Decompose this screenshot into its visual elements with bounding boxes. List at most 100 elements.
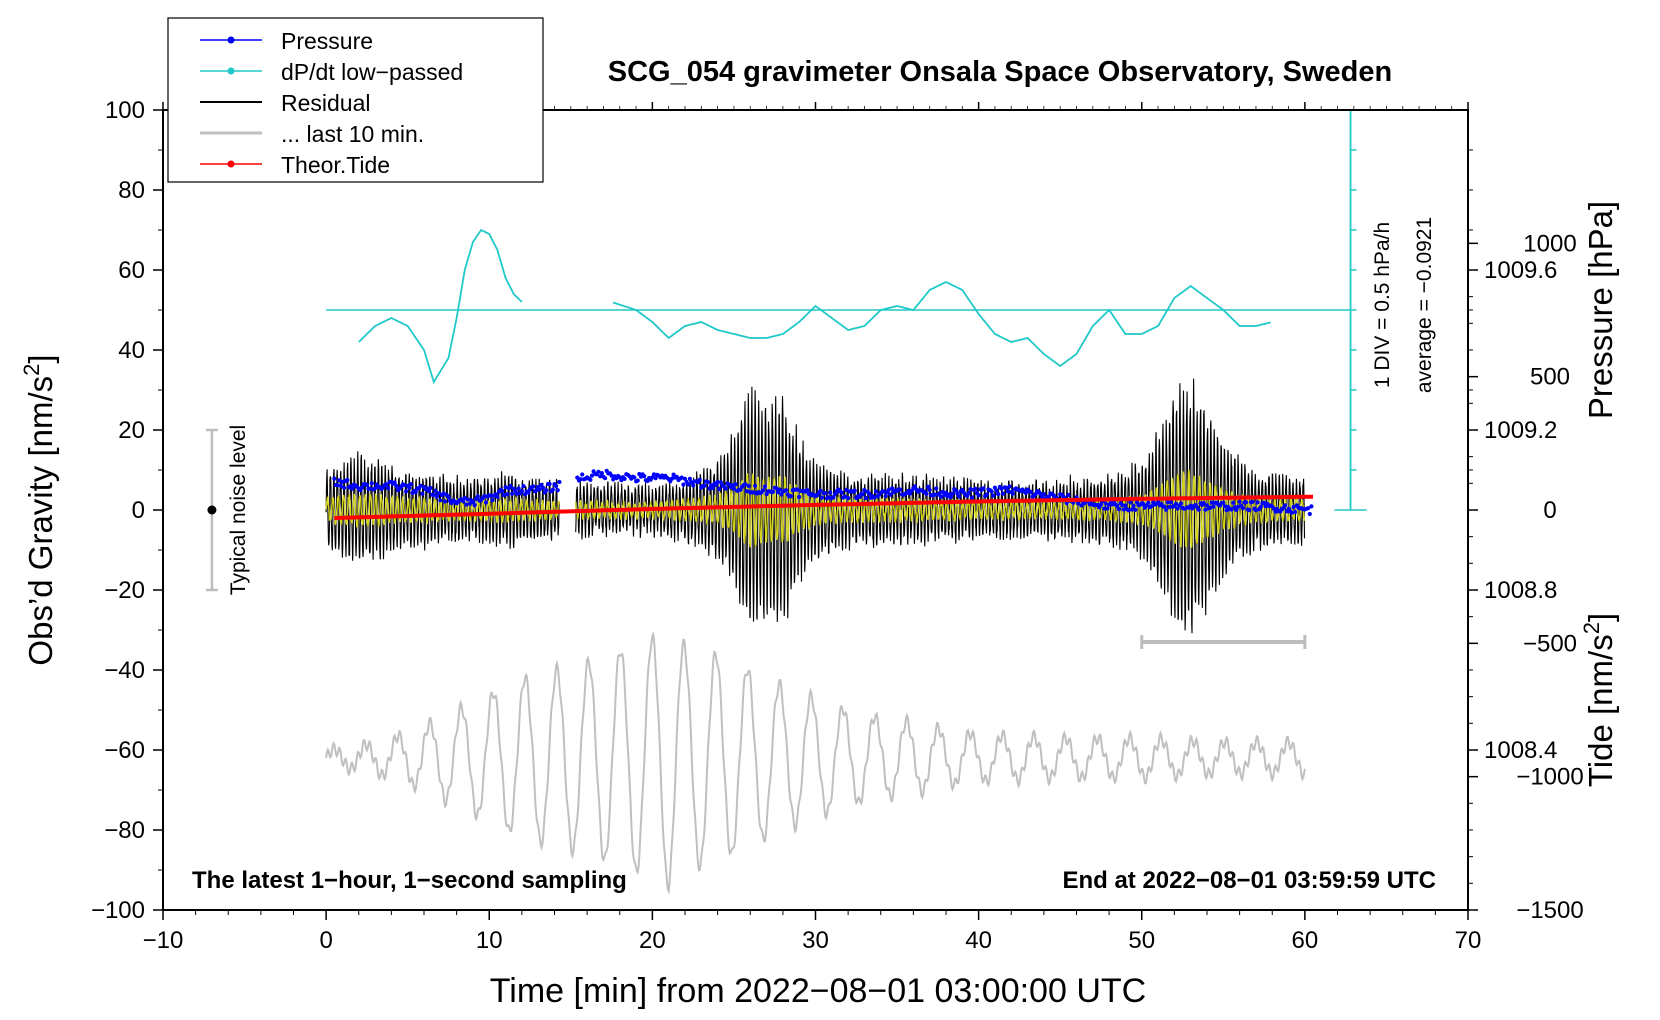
pressure-point xyxy=(509,491,515,496)
legend-label-last10: ... last 10 min. xyxy=(281,121,424,147)
pressure-point xyxy=(744,489,750,494)
pressure-point xyxy=(1224,508,1229,513)
pressure-point xyxy=(681,482,686,487)
pressure-point xyxy=(547,481,552,487)
pressure-point xyxy=(1255,500,1260,505)
pressure-point xyxy=(1211,504,1216,509)
x-tick-label: 50 xyxy=(1128,927,1155,954)
pressure-point xyxy=(819,495,825,500)
pressure-point xyxy=(446,495,451,500)
pressure-point xyxy=(464,502,469,507)
pressure-point xyxy=(1103,501,1108,506)
pressure-point xyxy=(743,482,748,487)
pressure-point xyxy=(762,484,768,489)
pressure-point xyxy=(404,489,409,494)
legend-label-dpdt: dP/dt low−passed xyxy=(281,59,463,85)
y-tick-label: 60 xyxy=(118,257,145,284)
pressure-point xyxy=(883,494,888,499)
pressure-point xyxy=(632,475,637,480)
pressure-point xyxy=(950,491,955,496)
pressure-point xyxy=(1131,503,1136,508)
pressure-point xyxy=(589,473,595,478)
pressure-point xyxy=(968,487,973,492)
pressure-point xyxy=(1167,504,1172,510)
pressure-point xyxy=(774,486,779,491)
pressure-point xyxy=(1079,503,1084,508)
pressure-point xyxy=(490,498,495,503)
series-last10-line xyxy=(325,631,1306,895)
pressure-point xyxy=(467,501,472,506)
pressure-point xyxy=(1098,502,1104,507)
pressure-point xyxy=(1041,492,1046,497)
pressure-tick-label: 1008.4 xyxy=(1484,737,1557,764)
legend-label-tide: Theor.Tide xyxy=(281,152,390,178)
pressure-point xyxy=(599,471,604,476)
pressure-point xyxy=(622,476,627,481)
pressure-point xyxy=(996,492,1001,497)
pressure-point xyxy=(984,492,989,497)
pressure-point xyxy=(342,485,347,490)
pressure-point xyxy=(472,503,477,508)
pressure-point xyxy=(1120,502,1125,508)
pressure-point xyxy=(1123,503,1128,508)
y-tick-label: −40 xyxy=(104,657,145,684)
pressure-point xyxy=(503,485,508,490)
pressure-point xyxy=(733,482,738,487)
tide-tick-label: 0 xyxy=(1543,497,1556,524)
pressure-point xyxy=(332,476,337,481)
pressure-point xyxy=(441,491,446,496)
pressure-point xyxy=(1240,506,1245,511)
pressure-point xyxy=(1289,510,1294,515)
pressure-point xyxy=(873,489,879,494)
annotation-bottom-right: End at 2022−08−01 03:59:59 UTC xyxy=(1062,867,1436,894)
pressure-point xyxy=(957,494,962,499)
pressure-point xyxy=(898,487,903,492)
y-tick-label: −60 xyxy=(104,737,145,764)
pressure-point xyxy=(1102,506,1107,511)
pressure-point xyxy=(981,486,986,491)
pressure-point xyxy=(852,488,857,493)
pressure-point xyxy=(702,483,707,488)
pressure-point xyxy=(966,490,971,496)
pressure-point xyxy=(635,478,640,483)
pressure-point xyxy=(368,486,373,491)
pressure-point xyxy=(1038,491,1043,496)
series-residual-lowpass-line xyxy=(575,469,1306,548)
pressure-point xyxy=(418,483,423,488)
pressure-point xyxy=(1307,511,1312,517)
pressure-point xyxy=(642,474,647,479)
pressure-point xyxy=(554,484,559,489)
pressure-point xyxy=(438,498,443,503)
y-tick-label: 80 xyxy=(118,177,145,204)
pressure-point xyxy=(937,491,942,496)
pressure-point xyxy=(483,500,489,505)
pressure-point xyxy=(505,492,510,497)
pressure-point xyxy=(1271,506,1276,511)
pressure-point xyxy=(1023,490,1028,495)
pressure-point xyxy=(1005,489,1011,494)
pressure-point xyxy=(433,488,438,493)
tide-tick-label: 500 xyxy=(1530,364,1570,391)
pressure-point xyxy=(580,472,585,477)
pressure-point xyxy=(1121,507,1126,512)
x-tick-label: 70 xyxy=(1455,927,1482,954)
pressure-point xyxy=(1128,500,1133,505)
series-layer xyxy=(205,109,1367,895)
pressure-point xyxy=(823,491,828,496)
pressure-point xyxy=(818,488,823,493)
pressure-point xyxy=(434,494,440,499)
y-tick-label: 0 xyxy=(132,497,145,524)
pressure-point xyxy=(1247,508,1252,513)
x-axis-title: Time [min] from 2022−08−01 03:00:00 UTC xyxy=(490,972,1146,1010)
pressure-point xyxy=(970,495,975,500)
pressure-point xyxy=(392,480,397,485)
pressure-point xyxy=(653,476,658,481)
pressure-point xyxy=(1178,501,1183,506)
pressure-point xyxy=(488,493,493,498)
pressure-average-label: average = −0.0921 xyxy=(1413,217,1436,393)
pressure-point xyxy=(872,495,877,500)
series-residual-line xyxy=(325,451,560,561)
pressure-point xyxy=(697,477,702,482)
pressure-point xyxy=(710,485,715,491)
pressure-point xyxy=(686,482,691,487)
